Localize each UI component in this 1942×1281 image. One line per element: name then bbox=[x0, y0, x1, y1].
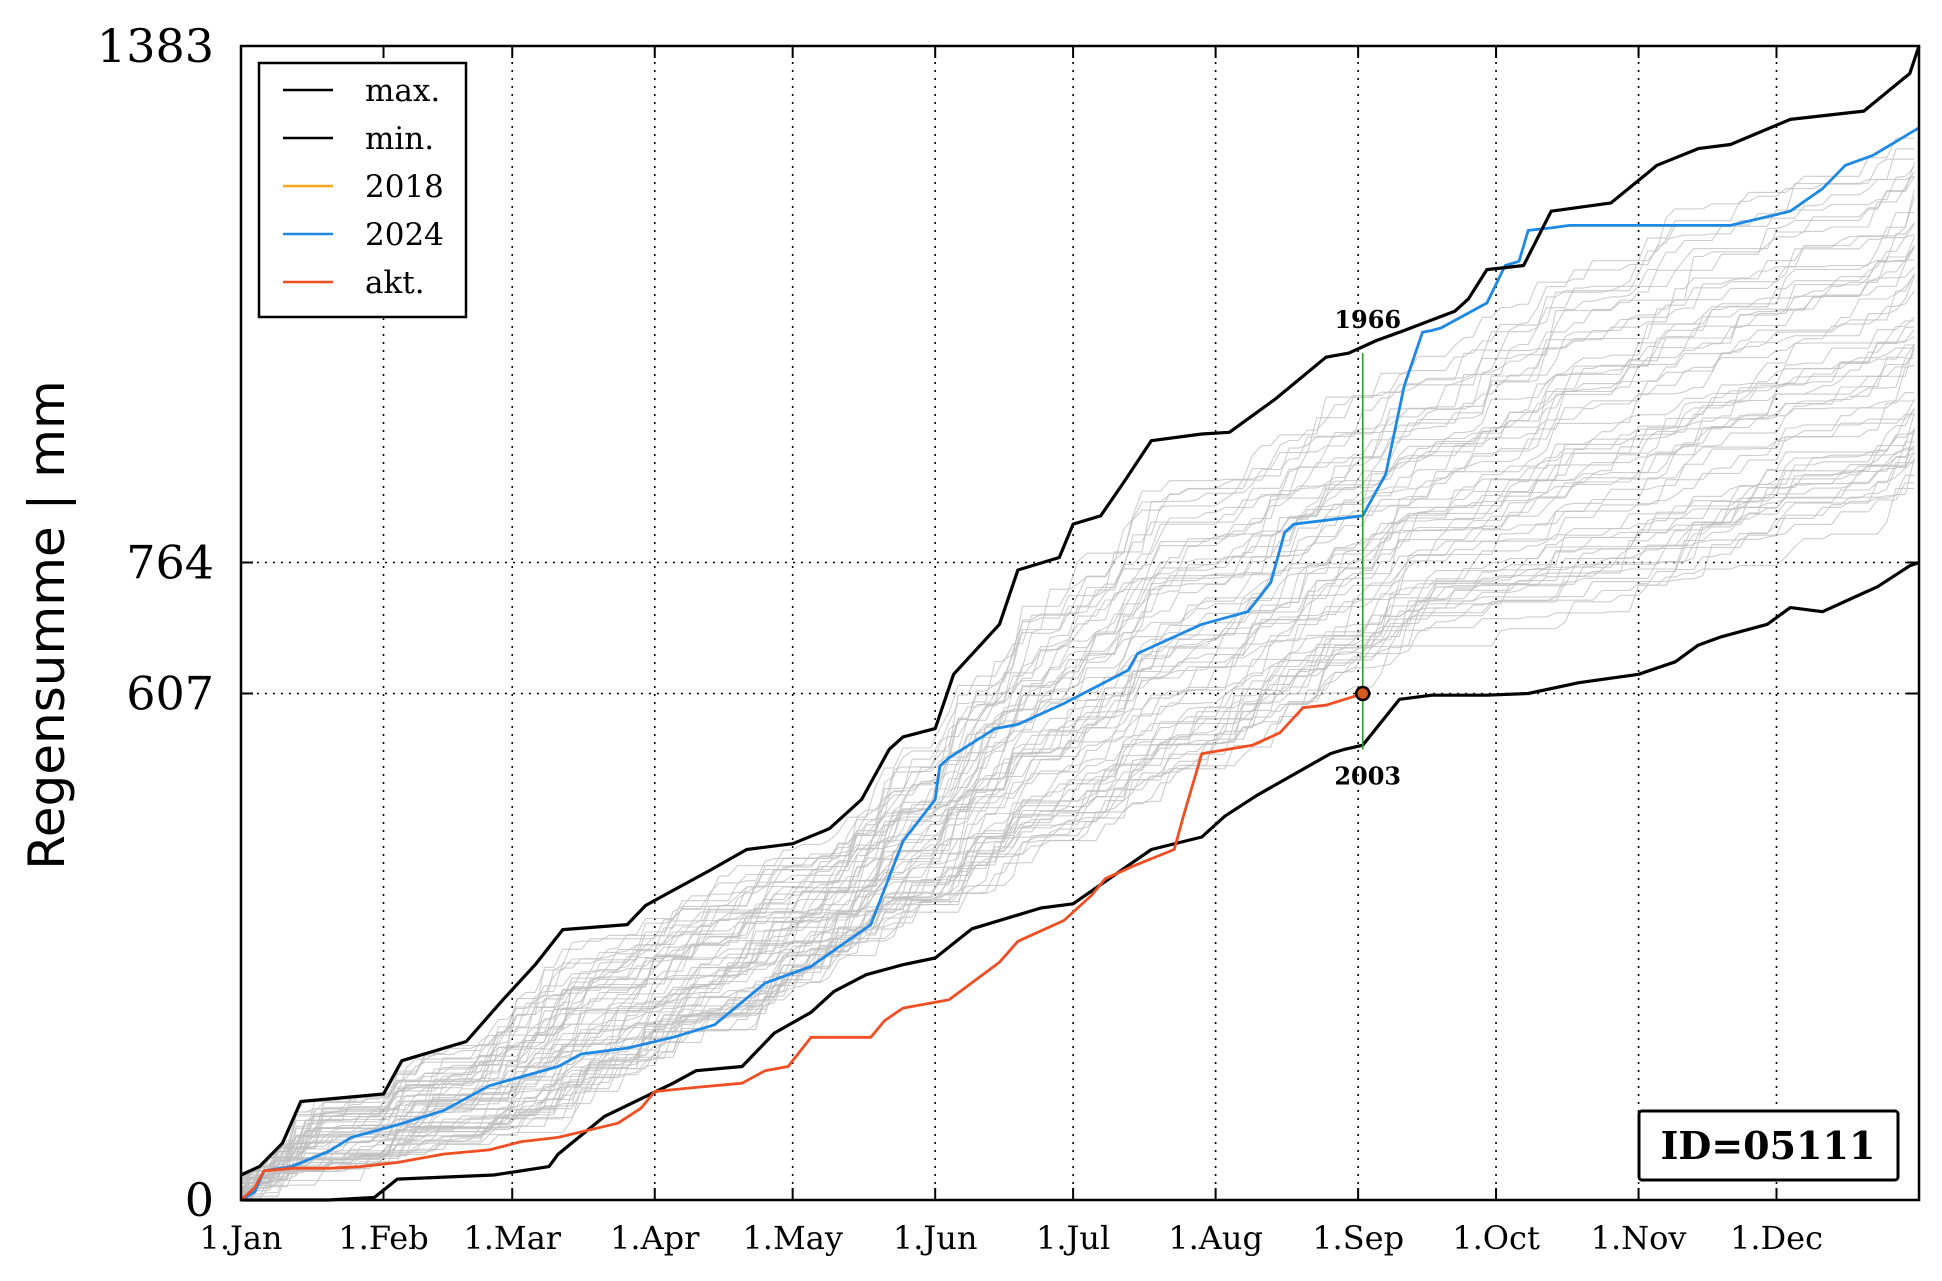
historic-year-line bbox=[241, 452, 1915, 1184]
y-axis: 0 607 764 1383 bbox=[97, 19, 1919, 1227]
historic-year-line bbox=[240, 482, 1915, 1201]
historic-year-line bbox=[240, 447, 1915, 1201]
historic-year-line bbox=[241, 441, 1915, 1192]
x-tick-label: 1.Jun bbox=[893, 1219, 978, 1257]
historic-year-line bbox=[240, 462, 1915, 1186]
historic-year-line bbox=[240, 445, 1915, 1201]
historic-year-line bbox=[240, 148, 1915, 1199]
y-tick-label: 1383 bbox=[97, 19, 214, 73]
legend-label: min. bbox=[365, 121, 434, 157]
historic-year-line bbox=[241, 451, 1915, 1201]
historic-year-line bbox=[240, 409, 1915, 1191]
historic-year-line bbox=[241, 399, 1915, 1195]
legend-label: 2018 bbox=[365, 169, 444, 205]
x-tick-label: 1.Jan bbox=[199, 1219, 282, 1257]
current-value-marker bbox=[1354, 685, 1371, 702]
historic-year-line bbox=[240, 176, 1915, 1178]
historic-year-line bbox=[240, 175, 1915, 1190]
y-tick-label: 764 bbox=[126, 536, 214, 590]
historic-year-line bbox=[240, 457, 1915, 1201]
historic-year-line bbox=[241, 212, 1915, 1176]
historic-years-lines bbox=[240, 137, 1915, 1201]
historic-year-line bbox=[240, 326, 1915, 1201]
x-tick-label: 1.Dec bbox=[1730, 1219, 1823, 1257]
historic-year-line bbox=[241, 274, 1915, 1176]
historic-year-line bbox=[240, 223, 1915, 1196]
historic-year-line bbox=[240, 166, 1915, 1176]
historic-year-line bbox=[240, 344, 1915, 1201]
x-tick-label: 1.Oct bbox=[1452, 1219, 1540, 1257]
legend-label: max. bbox=[365, 73, 440, 109]
series-line-akt bbox=[240, 692, 1364, 1202]
historic-year-line bbox=[241, 433, 1915, 1201]
historic-year-line bbox=[241, 329, 1915, 1176]
legend-label: 2024 bbox=[365, 217, 444, 253]
series-line-max bbox=[240, 45, 1921, 1177]
grid bbox=[241, 46, 1919, 1200]
historic-year-line bbox=[240, 320, 1915, 1176]
historic-year-line bbox=[240, 348, 1915, 1192]
historic-year-line bbox=[241, 347, 1915, 1192]
y-axis-label: Regensumme | mm bbox=[18, 380, 76, 869]
legend: max. min. 2018 2024 akt. bbox=[257, 61, 468, 319]
historic-year-line bbox=[240, 234, 1915, 1194]
id-box-label: ID=05111 bbox=[1661, 1123, 1876, 1168]
x-tick-label: 1.Apr bbox=[610, 1219, 700, 1257]
historic-year-line bbox=[240, 266, 1915, 1176]
y-tick-label: 607 bbox=[126, 667, 214, 721]
x-tick-label: 1.Mar bbox=[463, 1219, 561, 1257]
legend-label: akt. bbox=[365, 265, 425, 301]
annotation-label: 1966 bbox=[1334, 305, 1401, 334]
overlay: 1966 2003 bbox=[1334, 305, 1401, 790]
historic-year-line bbox=[241, 353, 1915, 1176]
historic-year-line bbox=[241, 137, 1915, 1176]
x-axis: 1.Jan 1.Feb 1.Mar 1.Apr 1.May 1.Jun 1.Jul 1.Aug… bbox=[199, 46, 1823, 1257]
historic-year-line bbox=[240, 357, 1915, 1201]
id-box: ID=05111 bbox=[1637, 1109, 1900, 1182]
historic-year-line bbox=[241, 429, 1915, 1189]
historic-year-line bbox=[241, 275, 1915, 1185]
series-line-2024 bbox=[240, 126, 1920, 1202]
x-tick-label: 1.Sep bbox=[1312, 1219, 1404, 1257]
x-tick-label: 1.Nov bbox=[1591, 1219, 1687, 1257]
historic-year-line bbox=[240, 247, 1915, 1201]
historic-year-line bbox=[241, 364, 1915, 1201]
plot-frame bbox=[239, 44, 1921, 1202]
historic-year-line bbox=[241, 400, 1915, 1178]
historic-year-line bbox=[241, 162, 1915, 1176]
historic-year-line bbox=[240, 428, 1915, 1191]
historic-year-line bbox=[241, 343, 1915, 1181]
x-tick-label: 1.May bbox=[742, 1219, 842, 1257]
historic-year-line bbox=[240, 158, 1915, 1185]
y-tick-label: 0 bbox=[185, 1173, 214, 1227]
x-tick-label: 1.Feb bbox=[338, 1219, 428, 1257]
x-tick-label: 1.Jul bbox=[1036, 1219, 1110, 1257]
historic-year-line bbox=[240, 413, 1915, 1201]
historic-year-line bbox=[240, 459, 1915, 1201]
annotation-label: 2003 bbox=[1334, 761, 1401, 790]
historic-year-line bbox=[240, 246, 1915, 1180]
series-lines bbox=[240, 45, 1921, 1202]
legend-box bbox=[257, 61, 468, 319]
historic-year-line bbox=[240, 429, 1915, 1185]
historic-year-line bbox=[241, 222, 1915, 1191]
series-line-min bbox=[241, 560, 1920, 1202]
x-tick-label: 1.Aug bbox=[1168, 1219, 1263, 1257]
historic-year-line bbox=[240, 273, 1915, 1196]
historic-year-line bbox=[240, 171, 1915, 1194]
